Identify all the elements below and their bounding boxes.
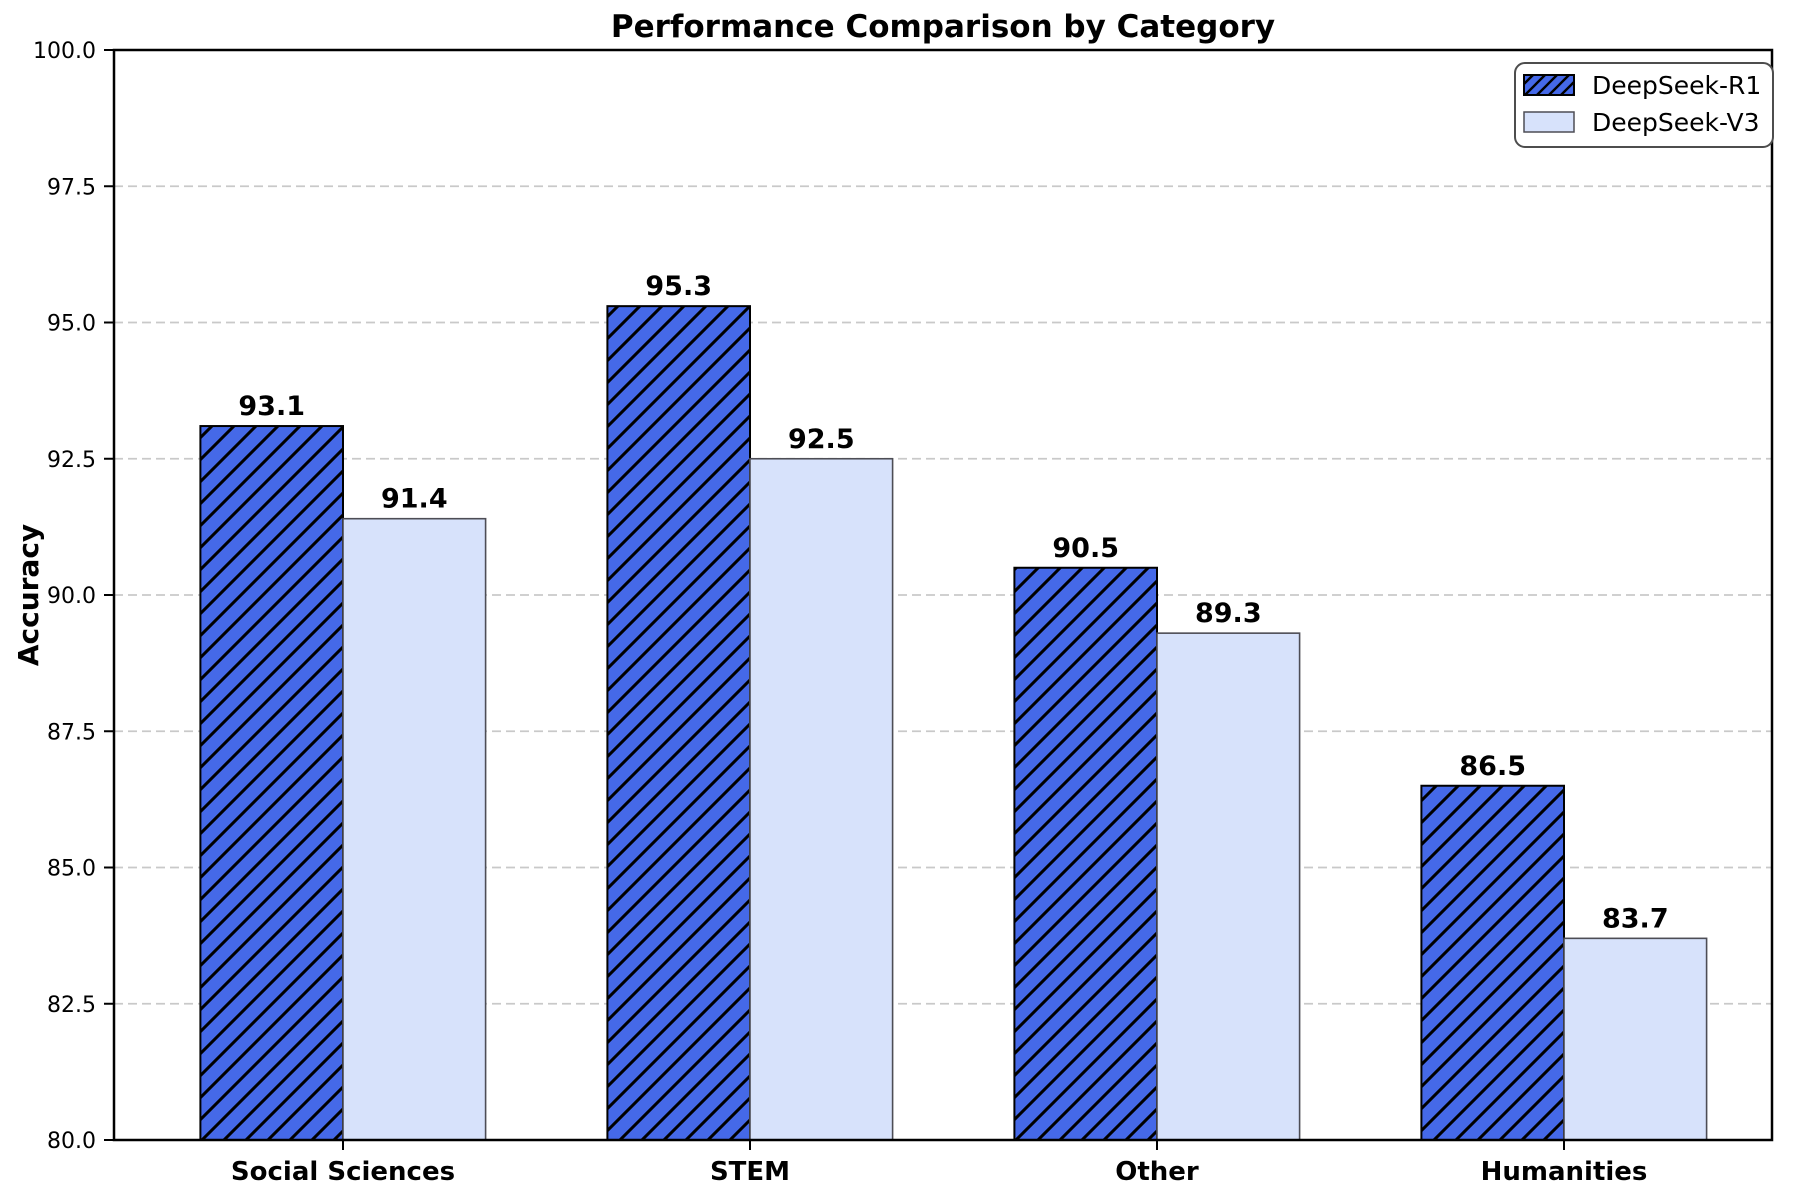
x-tick-label-other: Other — [1115, 1157, 1199, 1187]
value-label-bar-deepseek-r1-other: 90.5 — [1052, 533, 1119, 564]
legend-swatch-deepseek-r1-hatch — [1524, 75, 1574, 95]
value-label-bar-deepseek-r1-stem: 95.3 — [645, 271, 712, 302]
x-axis-ticks: Social Sciences STEM Other Humanities — [231, 1140, 1647, 1187]
value-label-bar-deepseek-v3-other: 89.3 — [1195, 598, 1262, 629]
bar-deepseek-r1-stem-hatch — [607, 306, 750, 1140]
x-tick-label-social-sciences: Social Sciences — [231, 1157, 455, 1187]
value-label-bar-deepseek-r1-humanities: 86.5 — [1459, 751, 1526, 782]
y-tick-label: 100.0 — [33, 39, 96, 64]
y-tick-label: 90.0 — [47, 584, 96, 609]
gridlines — [114, 185, 1772, 1005]
bar-deepseek-r1-humanities-hatch — [1421, 785, 1564, 1140]
y-tick-label: 85.0 — [47, 857, 96, 882]
y-tick-label: 87.5 — [47, 720, 96, 745]
bar-deepseek-r1-other-hatch — [1014, 567, 1157, 1140]
x-tick-label-stem: STEM — [710, 1157, 790, 1187]
y-tick-label: 95.0 — [47, 312, 96, 337]
chart-title: Performance Comparison by Category — [611, 9, 1275, 45]
bar-groups — [199, 305, 1708, 1141]
bar-deepseek-v3-social-sciences — [343, 518, 486, 1140]
bar-deepseek-v3-humanities — [1564, 938, 1707, 1140]
legend-swatch-deepseek-r1-edge — [1523, 74, 1575, 96]
y-tick-label: 82.5 — [47, 993, 96, 1018]
legend: DeepSeek-R1 DeepSeek-V3 — [1514, 62, 1774, 148]
bar-deepseek-v3-other — [1157, 633, 1300, 1140]
legend-swatch-deepseek-v3 — [1524, 112, 1574, 132]
y-tick-label: 92.5 — [47, 448, 96, 473]
y-axis-label: Accuracy — [12, 524, 45, 666]
x-tick-label-humanities: Humanities — [1481, 1157, 1648, 1187]
value-label-bar-deepseek-v3-stem: 92.5 — [788, 424, 855, 455]
bar-deepseek-r1-social-sciences-hatch — [200, 426, 343, 1140]
value-label-bar-deepseek-v3-humanities: 83.7 — [1602, 903, 1669, 934]
value-label-bar-deepseek-v3-social-sciences: 91.4 — [381, 484, 448, 515]
y-axis-ticks: 80.0 82.5 85.0 87.5 90.0 92.5 95.0 97.5 100.0 — [33, 39, 114, 1154]
y-tick-label: 80.0 — [47, 1129, 96, 1154]
legend-label-deepseek-r1: DeepSeek-R1 — [1592, 71, 1761, 100]
legend-swatch-deepseek-v3-edge — [1523, 111, 1575, 133]
value-label-bar-deepseek-r1-social-sciences: 93.1 — [238, 391, 305, 422]
legend-box — [1514, 62, 1774, 148]
bar-deepseek-v3-stem — [750, 458, 893, 1140]
bar-value-labels: 93.1 95.3 90.5 86.5 91.4 92.5 89.3 83.7 — [238, 271, 1668, 934]
legend-label-deepseek-v3: DeepSeek-V3 — [1592, 108, 1760, 137]
y-tick-label: 97.5 — [47, 175, 96, 200]
